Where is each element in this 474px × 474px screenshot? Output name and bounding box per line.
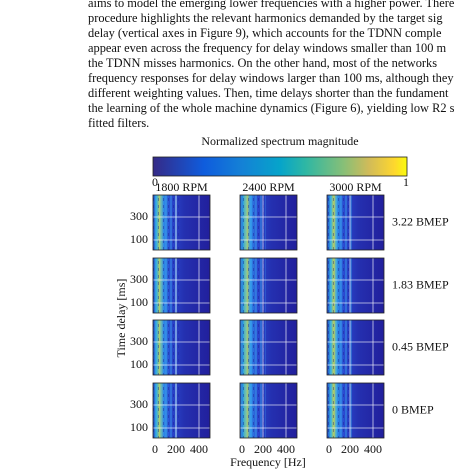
x-tick-label: 0 — [152, 442, 158, 456]
row-label: 3.22 BMEP — [392, 214, 449, 228]
y-axis-label: Time delay [ms] — [114, 279, 128, 358]
column-title: 3000 RPM — [329, 180, 382, 194]
colorbar-title: Normalized spectrum magnitude — [201, 134, 358, 148]
heatmap-texture — [327, 320, 353, 375]
x-tick-label: 200 — [254, 442, 272, 456]
x-tick-label: 400 — [364, 442, 382, 456]
row-label: 0.45 BMEP — [392, 339, 449, 353]
row-label: 0 BMEP — [392, 402, 434, 416]
heatmap-texture — [153, 383, 179, 438]
x-tick-label: 200 — [167, 442, 185, 456]
panel-frame — [326, 194, 385, 251]
panel-frame — [152, 257, 211, 314]
panel-frame — [239, 194, 298, 251]
heatmap-texture — [153, 195, 179, 250]
x-tick-label: 0 — [326, 442, 332, 456]
paragraph: aims to model the emerging lower frequen… — [88, 0, 474, 131]
y-tick-label: 100 — [130, 232, 148, 246]
column-title: 2400 RPM — [242, 180, 295, 194]
text-line: procedure highlights the relevant harmon… — [88, 11, 443, 25]
heatmap-texture — [240, 258, 266, 313]
y-tick-label: 100 — [130, 295, 148, 309]
y-tick-label: 100 — [130, 420, 148, 434]
colorbar-min: 0 — [152, 175, 158, 189]
y-tick-label: 300 — [130, 397, 148, 411]
panel-frame — [239, 319, 298, 376]
row-label: 1.83 BMEP — [392, 277, 449, 291]
heatmap-texture — [153, 320, 179, 375]
panel-frame — [152, 319, 211, 376]
text-line: appear even across the frequency for del… — [88, 41, 447, 55]
panel-frame — [326, 319, 385, 376]
heatmap-texture — [327, 195, 353, 250]
colorbar-max: 1 — [403, 175, 409, 189]
y-tick-label: 300 — [130, 209, 148, 223]
heatmap-texture — [327, 258, 353, 313]
x-axis-label: Frequency [Hz] — [230, 455, 306, 469]
heatmap-texture — [240, 320, 266, 375]
x-tick-label: 0 — [239, 442, 245, 456]
panel-frame — [152, 382, 211, 439]
text-line: fitted filters. — [88, 116, 150, 130]
text-line: different weighting values. Then, time d… — [88, 86, 449, 100]
text-line: delay (vertical axes in Figure 9), which… — [88, 26, 442, 40]
colorbar — [152, 156, 408, 177]
text-line: frequency responses for delay windows la… — [88, 71, 454, 85]
y-tick-label: 100 — [130, 357, 148, 371]
heatmap-texture — [240, 383, 266, 438]
heatmap-texture — [153, 258, 179, 313]
text-line: the learning of the whole machine dynami… — [88, 101, 455, 115]
heatmap-texture — [327, 383, 353, 438]
column-title: 1800 RPM — [155, 180, 208, 194]
text-line: the TDNN misses harmonics. On the other … — [88, 56, 438, 70]
panel-frame — [239, 382, 298, 439]
y-tick-label: 300 — [130, 334, 148, 348]
text-line: aims to model the emerging lower frequen… — [88, 0, 455, 10]
x-tick-label: 200 — [341, 442, 359, 456]
panel-frame — [326, 382, 385, 439]
panel-frame — [326, 257, 385, 314]
y-tick-label: 300 — [130, 272, 148, 286]
heatmap-texture — [240, 195, 266, 250]
panel-frame — [152, 194, 211, 251]
x-tick-label: 400 — [190, 442, 208, 456]
panel-frame — [239, 257, 298, 314]
x-tick-label: 400 — [277, 442, 295, 456]
